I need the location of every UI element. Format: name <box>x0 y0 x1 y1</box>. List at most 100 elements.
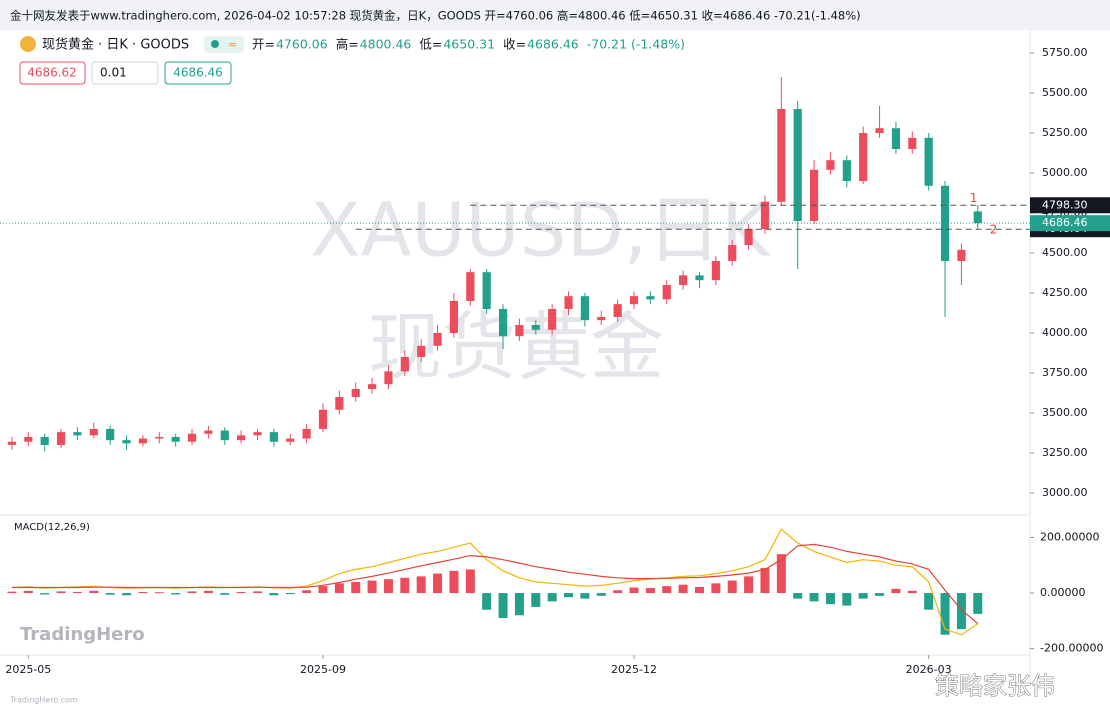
candle-body <box>613 304 622 317</box>
macd-bar <box>449 570 459 594</box>
buy-box[interactable] <box>164 61 232 85</box>
macd-title: MACD(12,26,9) <box>14 522 90 533</box>
top-bar <box>0 0 1110 30</box>
candle-body <box>515 324 524 337</box>
ohlc-key: 收= <box>503 37 526 52</box>
macd-bar <box>220 593 230 595</box>
macd-bar <box>122 593 132 596</box>
candle-body <box>449 300 459 333</box>
macd-bar <box>956 593 966 630</box>
ohlc-key: 高= <box>336 37 359 52</box>
y-tick-label: -200.00000 <box>1040 642 1103 655</box>
candle-body <box>73 432 82 436</box>
macd-bar <box>825 593 835 605</box>
macd-bar <box>203 590 213 594</box>
ohlc-value: 4800.46 <box>360 37 412 52</box>
ohlc-key: 开= <box>252 37 275 52</box>
candle-body <box>875 128 884 134</box>
change: -70.21 (-1.48%) <box>587 37 685 52</box>
candle-body <box>580 296 589 321</box>
macd-bar <box>907 590 917 594</box>
y-tick-label: 5250.00 <box>1042 126 1088 139</box>
price-tag <box>1030 215 1110 232</box>
macd-bar <box>842 593 852 606</box>
macd-bar <box>858 593 868 599</box>
macd-bar <box>285 593 295 595</box>
last-price-label: 4686.46 <box>1042 216 1088 229</box>
y-tick-label: 4250.00 <box>1042 286 1088 299</box>
candle-body <box>793 109 802 221</box>
candle-body <box>237 435 246 441</box>
y-tick-label: 3250.00 <box>1042 446 1088 459</box>
sell-box[interactable] <box>19 61 86 85</box>
symbol-icon <box>20 36 36 52</box>
macd-bar <box>662 586 672 594</box>
candle-body <box>302 428 311 439</box>
candle-body <box>826 160 835 170</box>
macd-bar <box>776 554 786 594</box>
macd-bar <box>302 590 312 594</box>
candle-body <box>220 430 229 441</box>
candle-body <box>7 441 17 445</box>
macd-bar <box>367 580 377 594</box>
y-tick-label: 5750.00 <box>1042 46 1088 59</box>
macd-bar <box>56 591 66 594</box>
candle-body <box>728 244 737 261</box>
y-tick-label: 3000.00 <box>1042 486 1088 499</box>
x-tick-label: 2025-12 <box>611 663 657 676</box>
y-tick-label: 200.00000 <box>1040 531 1100 544</box>
x-tick-label: 2025-05 <box>5 663 51 676</box>
macd-bar <box>924 593 934 610</box>
macd-bar <box>40 593 50 595</box>
y-tick-label: 4500.00 <box>1042 246 1088 259</box>
macd-bar <box>629 587 639 594</box>
x-tick-label: 2026-03 <box>906 663 952 676</box>
macd-bar <box>694 586 704 594</box>
candle-body <box>40 436 49 445</box>
watermark: XAUUSD,日K <box>310 188 772 274</box>
candle-body <box>318 409 328 429</box>
y-tick-label: 3750.00 <box>1042 366 1088 379</box>
symbol: 现货黄金 · 日K · GOODS <box>42 37 189 53</box>
footer: TradingHero.com <box>9 696 78 705</box>
candle-body <box>891 128 901 150</box>
macd-line <box>12 543 979 625</box>
y-tick-label: 4000.00 <box>1042 326 1088 339</box>
candle-body <box>940 185 950 261</box>
candle-body <box>466 272 475 301</box>
candle-body <box>269 432 278 442</box>
macd-bar <box>318 586 328 594</box>
candle-body <box>24 436 33 442</box>
candle-body <box>973 211 982 224</box>
candle-body <box>777 109 786 202</box>
sell-price: 4686.62 <box>27 66 77 80</box>
spread-box <box>91 61 159 85</box>
macd-bar <box>269 593 279 596</box>
macd-bar <box>547 593 557 602</box>
macd-bar <box>760 568 770 594</box>
watermark: 现货黄金 <box>368 305 664 391</box>
candle-body <box>744 228 753 245</box>
candle-body <box>253 432 262 436</box>
x-tick-label: 2025-09 <box>300 663 346 676</box>
macd-bar <box>383 579 393 594</box>
candle-body <box>56 432 66 445</box>
ohlc-value: 4650.31 <box>443 37 495 52</box>
y-tick-label: 0.00000 <box>1040 586 1086 599</box>
candle-body <box>351 388 360 397</box>
candle-body <box>367 384 377 389</box>
candle-body <box>679 275 688 285</box>
macd-bar <box>465 569 475 594</box>
macd-bar <box>351 581 361 594</box>
candle-body <box>122 440 131 444</box>
macd-bar <box>72 591 82 594</box>
ohlc-value: 4760.06 <box>276 37 328 52</box>
status-icon: ≈ <box>228 38 237 51</box>
candle-body <box>809 169 819 221</box>
macd-bar <box>138 591 148 594</box>
candle-body <box>171 436 180 442</box>
status-dot <box>211 40 219 48</box>
candle-body <box>711 260 720 281</box>
macd-bar <box>154 592 164 594</box>
